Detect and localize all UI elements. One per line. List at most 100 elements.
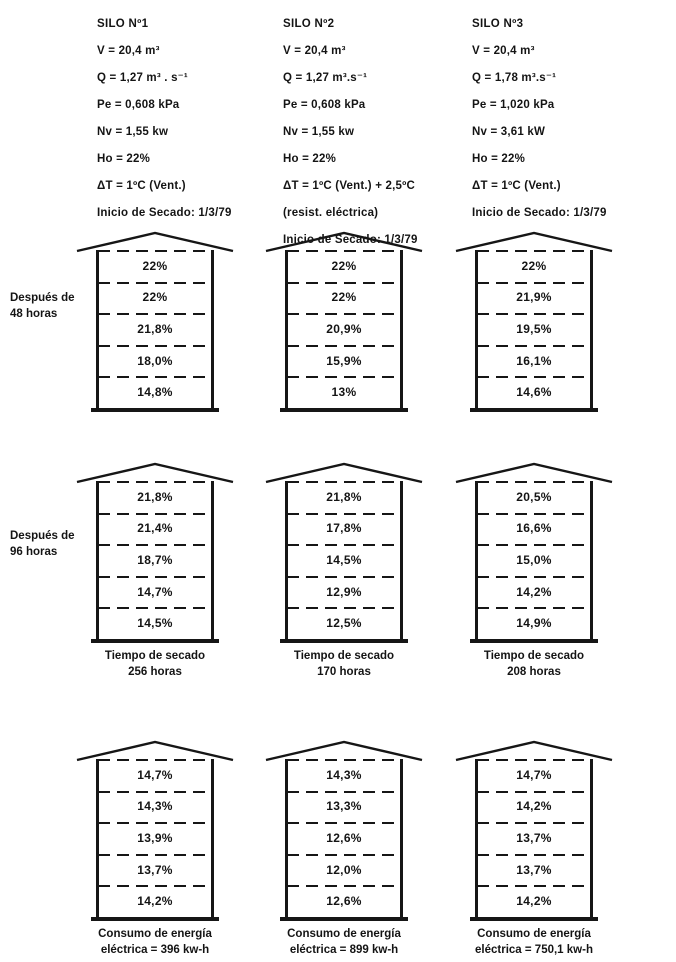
- spec-line: Inicio de Secado: 1/3/79: [97, 207, 232, 219]
- silo-caption-line2: 256 horas: [128, 666, 182, 678]
- moisture-value: 14,5%: [326, 552, 362, 567]
- moisture-value: 18,0%: [137, 353, 173, 368]
- spec-line: Pe = 1,020 kPa: [472, 99, 555, 111]
- moisture-value: 18,7%: [137, 552, 173, 567]
- silo-compartment: 20,9%: [287, 313, 401, 345]
- silo-compartment: 17,8%: [287, 512, 401, 545]
- silo-compartment: 18,0%: [98, 344, 212, 377]
- moisture-value: 14,3%: [137, 799, 173, 814]
- moisture-value: 12,6%: [326, 894, 362, 909]
- row-label: Después de 48 horas: [10, 290, 100, 322]
- silo-caption: Consumo de energía eléctrica = 899 kw-h: [252, 926, 436, 958]
- moisture-value: 22%: [331, 290, 357, 305]
- moisture-value: 12,6%: [326, 830, 362, 845]
- spec-line: V = 20,4 m³: [472, 45, 535, 57]
- silo-caption-line1: Tiempo de secado: [104, 650, 206, 662]
- silo-compartment: 22%: [287, 281, 401, 314]
- silo-compartment: 21,8%: [98, 481, 212, 513]
- silo-figure-row1-col1: 22% 22% 21,8% 18,0% 14,8%: [76, 228, 234, 412]
- silo-compartment: 14,7%: [98, 759, 212, 791]
- silo-compartment: 16,1%: [477, 344, 591, 377]
- moisture-value: 14,2%: [516, 799, 552, 814]
- silo-body: 21,8% 21,4% 18,7% 14,7% 14,5%: [91, 481, 219, 643]
- moisture-value: 14,2%: [137, 894, 173, 909]
- silo-compartment: 22%: [477, 250, 591, 282]
- moisture-value: 14,5%: [137, 616, 173, 631]
- silo-compartment: 14,2%: [477, 575, 591, 608]
- silo-roof: [76, 740, 234, 762]
- silo-compartment: 22%: [98, 281, 212, 314]
- row-label-line2: 96 horas: [10, 546, 58, 558]
- row-label-line1: Después de: [10, 292, 75, 304]
- spec-line: V = 20,4 m³: [283, 45, 346, 57]
- silo-caption: Consumo de energía eléctrica = 750,1 kw-h: [442, 926, 626, 958]
- silo-compartment: 18,7%: [98, 544, 212, 576]
- moisture-value: 13,7%: [516, 862, 552, 877]
- silo-roof: [455, 740, 613, 762]
- moisture-value: 12,5%: [326, 616, 362, 631]
- silo-compartment: 13,7%: [477, 822, 591, 854]
- silo-compartment: 14,6%: [477, 376, 591, 408]
- moisture-value: 13,3%: [326, 799, 362, 814]
- moisture-value: 17,8%: [326, 521, 362, 536]
- moisture-value: 14,7%: [137, 584, 173, 599]
- silo-roof: [455, 462, 613, 484]
- silo-compartment: 15,0%: [477, 544, 591, 576]
- silo-compartment: 15,9%: [287, 344, 401, 377]
- moisture-value: 14,6%: [516, 385, 552, 400]
- silo-roof: [76, 231, 234, 253]
- spec-line: Nv = 3,61 kW: [472, 126, 546, 138]
- moisture-value: 12,9%: [326, 584, 362, 599]
- moisture-value: 20,9%: [326, 321, 362, 336]
- silo-compartment: 14,9%: [477, 607, 591, 639]
- silo-caption-line2: 170 horas: [317, 666, 371, 678]
- silo-base: [280, 639, 408, 643]
- silo-compartment: 14,8%: [98, 376, 212, 408]
- silo-caption: Tiempo de secado 256 horas: [63, 648, 247, 680]
- silo-figure-row3-col3: 14,7% 14,2% 13,7% 13,7% 14,2% Consumo de ener…: [455, 737, 613, 958]
- moisture-value: 15,9%: [326, 353, 362, 368]
- silo-compartment: 22%: [98, 250, 212, 282]
- silo-spec-block: SILO Nº2 V = 20,4 m³ Q = 1,27 m³.s⁻¹ Pe = 0…: [283, 14, 473, 257]
- row-label: Después de 96 horas: [10, 528, 100, 560]
- moisture-value: 16,6%: [516, 521, 552, 536]
- silo-figure-row1-col3: 22% 21,9% 19,5% 16,1% 14,6%: [455, 228, 613, 412]
- silo-roof: [265, 231, 423, 253]
- silo-body: 14,7% 14,3% 13,9% 13,7% 14,2%: [91, 759, 219, 921]
- silo-figure-row2-col1: 21,8% 21,4% 18,7% 14,7% 14,5% Tiempo de secad…: [76, 459, 234, 680]
- silo-caption: Tiempo de secado 208 horas: [442, 648, 626, 680]
- silo-spec-block: SILO Nº1 V = 20,4 m³ Q = 1,27 m³ . s⁻¹ Pe =…: [97, 14, 287, 230]
- silo-compartment: 14,2%: [477, 790, 591, 823]
- silo-compartment: 14,2%: [98, 885, 212, 917]
- spec-line: ΔT = 1ºC (Vent.): [97, 180, 186, 192]
- silo-figure-row3-col1: 14,7% 14,3% 13,9% 13,7% 14,2% Consumo de ener…: [76, 737, 234, 958]
- spec-line: Nv = 1,55 kw: [97, 126, 169, 138]
- silo-compartment: 21,9%: [477, 281, 591, 314]
- silo-compartment: 14,7%: [477, 759, 591, 791]
- moisture-value: 20,5%: [516, 489, 552, 504]
- spec-line: Ho = 22%: [472, 153, 526, 165]
- spec-line: ΔT = 1ºC (Vent.): [472, 180, 561, 192]
- moisture-value: 14,8%: [137, 385, 173, 400]
- silo-body: 20,5% 16,6% 15,0% 14,2% 14,9%: [470, 481, 598, 643]
- silo-compartment: 12,9%: [287, 575, 401, 608]
- silo-compartment: 21,4%: [98, 512, 212, 545]
- moisture-value: 22%: [521, 258, 547, 273]
- moisture-value: 14,3%: [326, 767, 362, 782]
- moisture-value: 13%: [331, 385, 357, 400]
- silo-body: 21,8% 17,8% 14,5% 12,9% 12,5%: [280, 481, 408, 643]
- silo-compartment: 14,3%: [287, 759, 401, 791]
- silo-spec-title: SILO Nº2: [283, 18, 335, 30]
- silo-caption-line2: eléctrica = 750,1 kw-h: [475, 944, 593, 956]
- spec-line: V = 20,4 m³: [97, 45, 160, 57]
- spec-line: Q = 1,27 m³.s⁻¹: [283, 72, 368, 84]
- row-label-line1: Después de: [10, 530, 75, 542]
- silo-compartment: 12,6%: [287, 885, 401, 917]
- silo-caption-line2: eléctrica = 396 kw-h: [100, 944, 210, 956]
- silo-compartment: 14,5%: [98, 607, 212, 639]
- spec-line: Pe = 0,608 kPa: [283, 99, 366, 111]
- silo-compartment: 19,5%: [477, 313, 591, 345]
- silo-compartment: 16,6%: [477, 512, 591, 545]
- silo-caption-line1: Consumo de energía: [98, 928, 212, 940]
